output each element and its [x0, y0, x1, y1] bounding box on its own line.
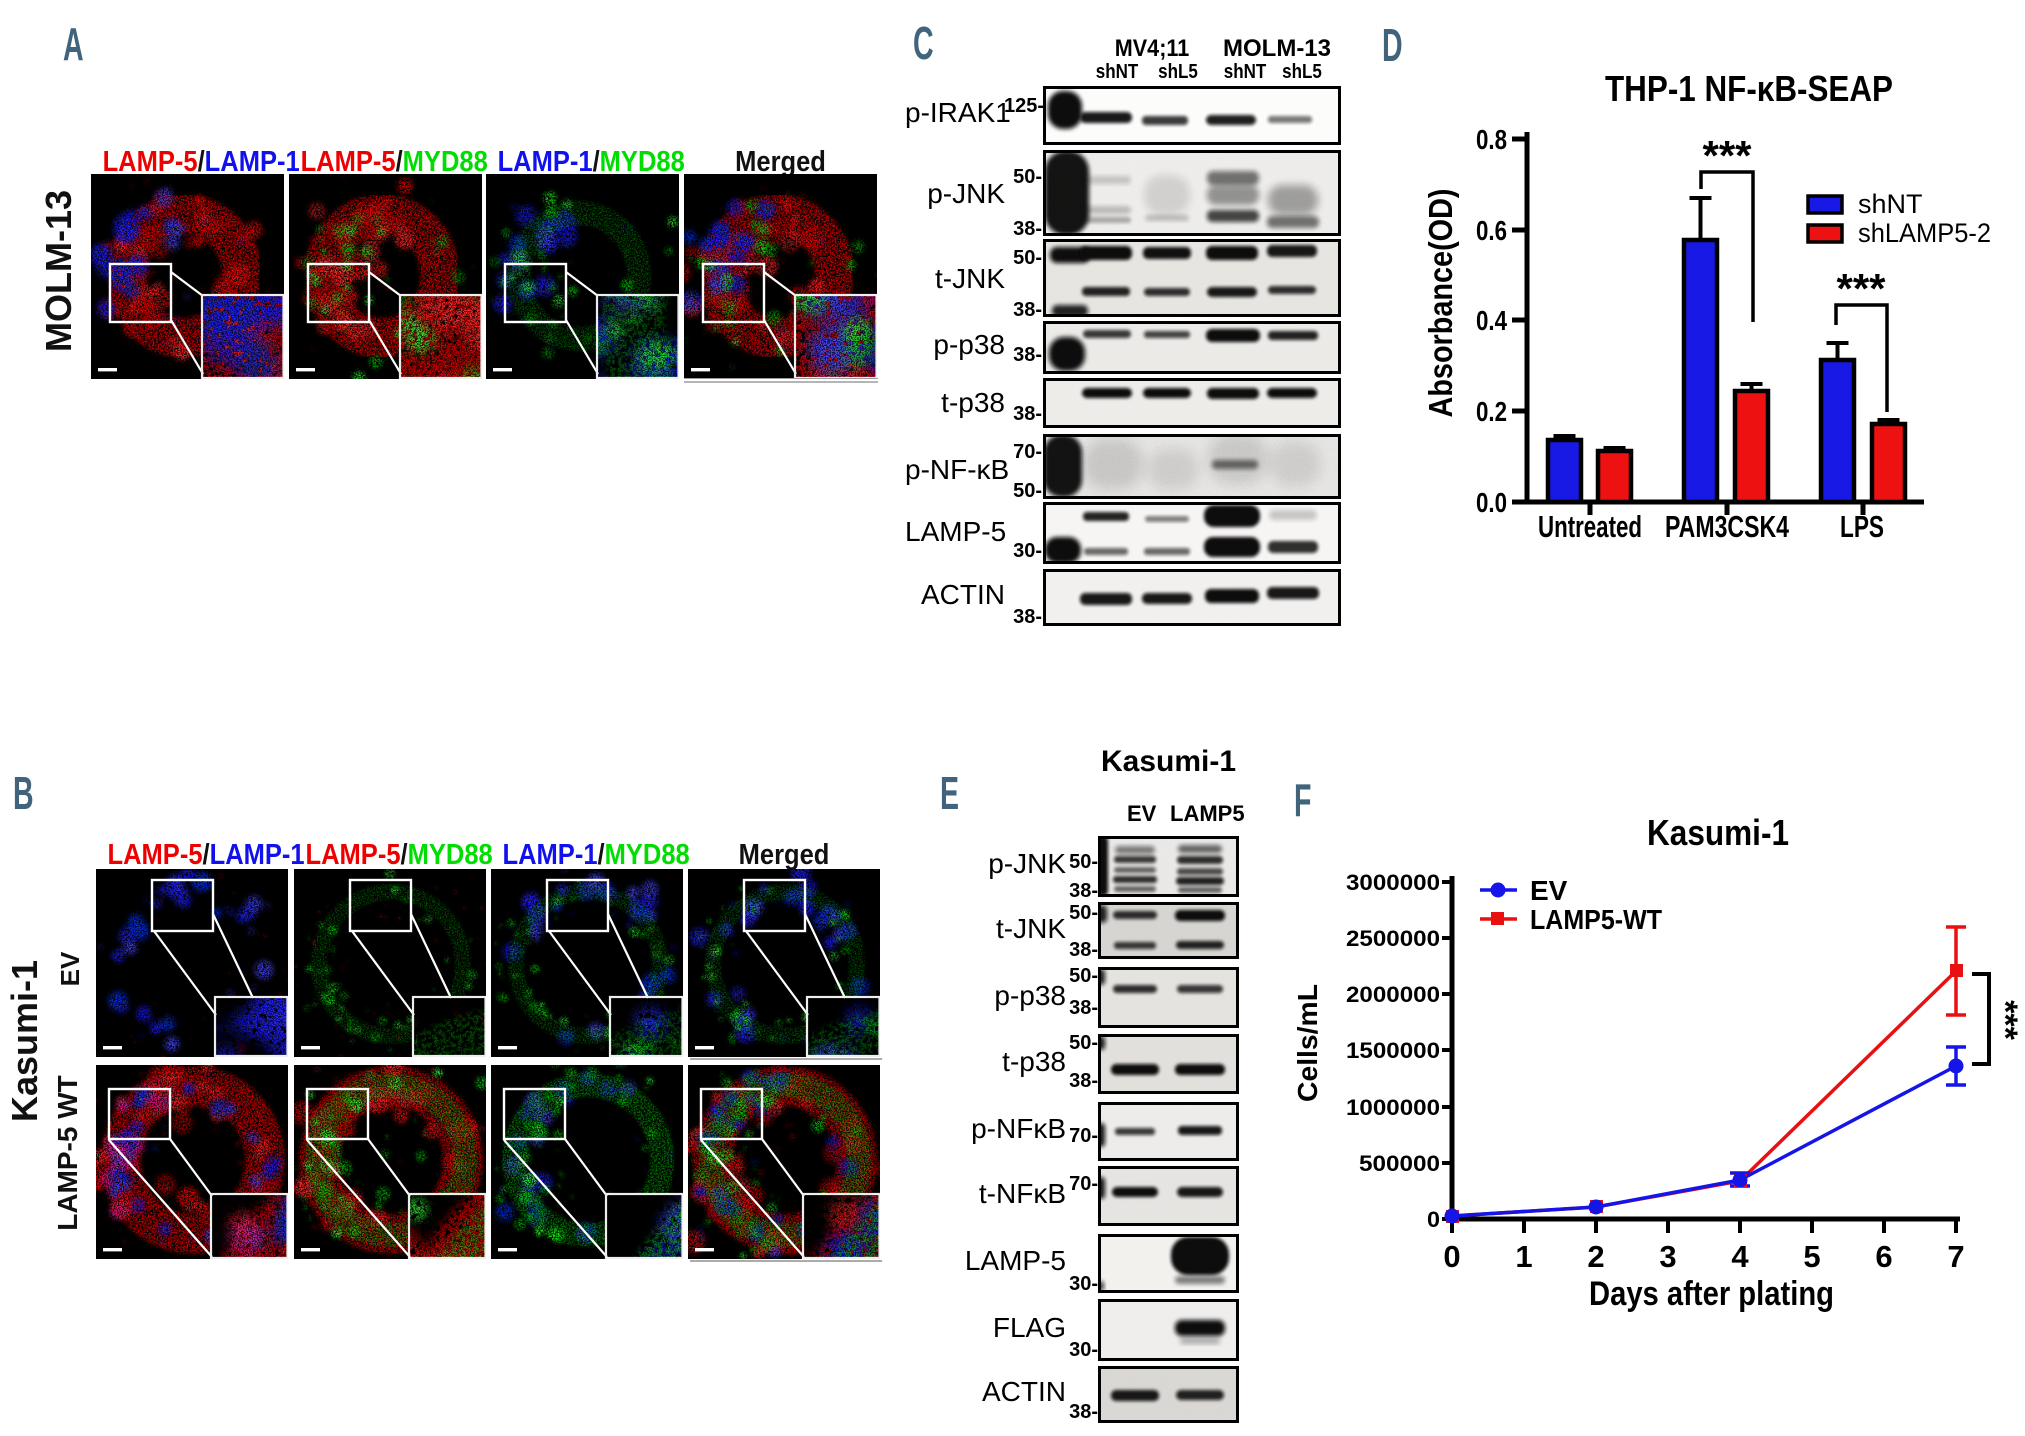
svg-text:PAM3CSK4: PAM3CSK4: [1665, 509, 1790, 544]
svg-text:0: 0: [1427, 1207, 1440, 1232]
svg-text:Kasumi-1: Kasumi-1: [1647, 812, 1789, 853]
svg-text:0.4: 0.4: [1476, 305, 1507, 336]
svg-text:1: 1: [1515, 1239, 1532, 1274]
svg-text:Absorbance(OD): Absorbance(OD): [1422, 189, 1459, 418]
svg-text:1000000: 1000000: [1346, 1095, 1440, 1120]
svg-text:shLAMP5-2: shLAMP5-2: [1858, 218, 1991, 248]
svg-text:LAMP5-WT: LAMP5-WT: [1530, 904, 1662, 935]
svg-text:***: ***: [1836, 265, 1886, 312]
svg-text:EV: EV: [1530, 875, 1568, 906]
svg-text:0.2: 0.2: [1476, 396, 1507, 427]
svg-text:0.6: 0.6: [1476, 215, 1507, 246]
svg-text:3: 3: [1659, 1239, 1676, 1274]
svg-text:0.0: 0.0: [1476, 487, 1507, 518]
svg-text:6: 6: [1875, 1239, 1892, 1274]
svg-text:***: ***: [1986, 1000, 2024, 1040]
svg-text:2: 2: [1587, 1239, 1604, 1274]
svg-text:7: 7: [1947, 1239, 1964, 1274]
svg-text:THP-1 NF-κB-SEAP: THP-1 NF-κB-SEAP: [1605, 68, 1893, 109]
svg-text:***: ***: [1702, 132, 1752, 179]
svg-text:5: 5: [1803, 1239, 1820, 1274]
svg-text:LPS: LPS: [1840, 509, 1884, 544]
svg-text:Days after plating: Days after plating: [1589, 1275, 1834, 1313]
svg-text:shNT: shNT: [1858, 189, 1923, 219]
svg-text:Cells/mL: Cells/mL: [1292, 984, 1323, 1102]
svg-text:2500000: 2500000: [1346, 926, 1440, 951]
svg-text:Untreated: Untreated: [1538, 509, 1642, 544]
svg-text:3000000: 3000000: [1346, 870, 1440, 895]
svg-text:0: 0: [1443, 1239, 1460, 1274]
svg-text:4: 4: [1731, 1239, 1749, 1274]
svg-text:500000: 500000: [1359, 1151, 1440, 1176]
svg-text:1500000: 1500000: [1346, 1038, 1440, 1063]
svg-text:2000000: 2000000: [1346, 982, 1440, 1007]
svg-text:0.8: 0.8: [1476, 124, 1507, 155]
